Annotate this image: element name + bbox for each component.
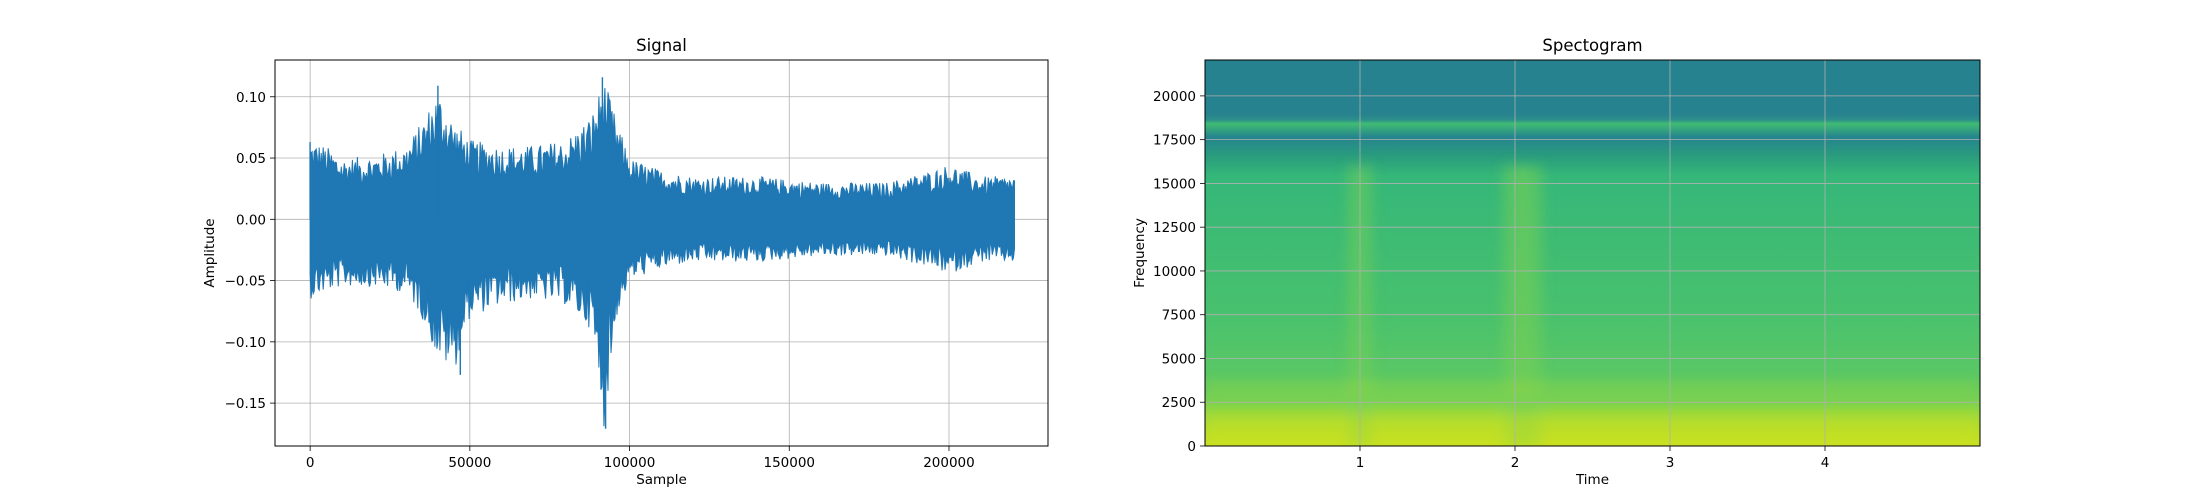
spectrogram-y-tick-label: 2500 bbox=[1162, 395, 1196, 411]
signal-title: Signal bbox=[636, 36, 687, 55]
signal-y-tick-label: −0.10 bbox=[225, 335, 266, 351]
spectrogram-y-tick-label: 0 bbox=[1187, 439, 1196, 455]
spectrogram-x-tick-label: 2 bbox=[1511, 455, 1520, 471]
signal-y-tick-label: 0.05 bbox=[236, 151, 266, 167]
spectrogram-y-tick-label: 10000 bbox=[1153, 264, 1196, 280]
spectrogram-title: Spectogram bbox=[1542, 36, 1642, 55]
spectrogram-y-tick-label: 17500 bbox=[1153, 133, 1196, 149]
signal-y-label: Amplitude bbox=[202, 218, 218, 287]
signal-x-label: Sample bbox=[636, 472, 687, 488]
spectrogram-frame bbox=[1204, 59, 1981, 447]
signal-waveform-envelope bbox=[309, 87, 1015, 427]
signal-x-tick-label: 50000 bbox=[448, 455, 491, 471]
spectrogram-image bbox=[1205, 60, 1980, 446]
spectrogram-y-tick-label: 5000 bbox=[1162, 351, 1196, 367]
spectrogram-x-ticks: 1 2 3 4 bbox=[1356, 446, 1830, 471]
spectrogram-low-band bbox=[1205, 382, 1980, 394]
signal-axes: Signal 0 50000 100000 150000 200000 0.10 0.05… bbox=[202, 36, 1049, 488]
spectrogram-y-ticks: 0 2500 5000 7500 10000 12500 15000 17500 20000 bbox=[1153, 89, 1205, 455]
spectrogram-bright-regions bbox=[1205, 165, 1980, 446]
spectrogram-x-tick-label: 3 bbox=[1666, 455, 1675, 471]
signal-x-tick-label: 150000 bbox=[763, 455, 815, 471]
spectrogram-x-label: Time bbox=[1575, 472, 1609, 488]
spectrogram-y-tick-label: 20000 bbox=[1153, 89, 1196, 105]
spectrogram-bright-band bbox=[1518, 165, 1543, 446]
signal-x-ticks: 0 50000 100000 150000 200000 bbox=[306, 446, 975, 471]
signal-frame bbox=[274, 59, 1049, 447]
signal-waveform-spikes bbox=[309, 77, 607, 429]
spectrogram-y-tick-label: 12500 bbox=[1153, 220, 1196, 236]
spectrogram-y-label: Frequency bbox=[1132, 218, 1148, 288]
signal-y-ticks: 0.10 0.05 0.00 −0.05 −0.10 −0.15 bbox=[225, 90, 275, 412]
signal-x-tick-label: 0 bbox=[306, 455, 315, 471]
signal-y-tick-label: −0.05 bbox=[225, 274, 266, 290]
signal-x-tick-label: 100000 bbox=[604, 455, 656, 471]
spectrogram-y-tick-label: 15000 bbox=[1153, 176, 1196, 192]
spectrogram-axes: Spectogram 1 2 3 4 bbox=[1132, 36, 1981, 488]
signal-y-tick-label: 0.00 bbox=[236, 212, 266, 228]
spectrogram-y-tick-label: 7500 bbox=[1162, 308, 1196, 324]
spectrogram-x-tick-label: 1 bbox=[1356, 455, 1365, 471]
spectrogram-base-band bbox=[1205, 414, 1980, 446]
spectrogram-x-tick-label: 4 bbox=[1821, 455, 1830, 471]
signal-x-tick-label: 200000 bbox=[923, 455, 975, 471]
signal-y-tick-label: 0.10 bbox=[236, 90, 266, 106]
signal-y-tick-label: −0.15 bbox=[225, 396, 266, 412]
